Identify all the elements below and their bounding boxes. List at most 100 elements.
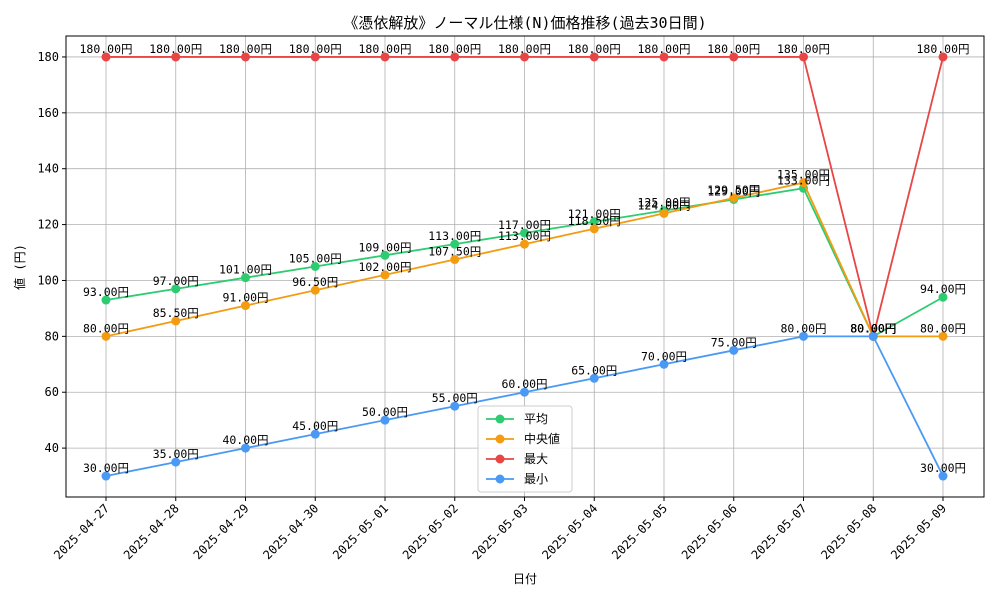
data-label: 30.00円 xyxy=(920,461,966,475)
data-point xyxy=(241,301,250,311)
data-label: 180.00円 xyxy=(637,42,690,56)
data-label: 30.00円 xyxy=(83,461,129,475)
data-label: 129.50円 xyxy=(707,183,760,197)
y-tick-label: 80 xyxy=(45,329,59,343)
data-label: 80.00円 xyxy=(850,321,896,335)
y-tick-label: 160 xyxy=(37,106,59,120)
data-point xyxy=(171,457,181,467)
data-point xyxy=(310,262,320,271)
data-point xyxy=(310,52,320,62)
data-label: 80.00円 xyxy=(850,321,896,335)
data-point xyxy=(241,443,250,453)
data-labels: 93.00円 97.00円 101.00円 105.00円 109.00円 113.00円… xyxy=(79,42,969,475)
legend-box xyxy=(477,405,573,493)
data-label: 85.50円 xyxy=(153,306,199,320)
data-label: 135.00円 xyxy=(777,168,830,182)
x-tick-label: 2025-04-30 xyxy=(260,501,321,562)
data-point xyxy=(659,208,669,218)
data-point xyxy=(101,331,111,341)
x-tick-label: 2025-04-28 xyxy=(121,501,182,562)
data-label: 50.00円 xyxy=(362,405,408,419)
data-point xyxy=(241,52,250,62)
y-axis-ticks: 40 60 80 100 120 140 160 180 xyxy=(37,50,66,455)
data-label: 102.00円 xyxy=(358,260,411,274)
data-label: 113.00円 xyxy=(498,229,551,243)
data-label: 180.00円 xyxy=(289,42,342,56)
data-label: 97.00円 xyxy=(153,274,199,288)
data-label: 180.00円 xyxy=(707,42,760,56)
data-label: 117.00円 xyxy=(498,218,551,232)
data-point xyxy=(868,331,878,341)
data-label: 125.00円 xyxy=(637,196,690,210)
data-label: 80.00円 xyxy=(850,321,896,335)
y-tick-label: 60 xyxy=(45,385,59,399)
data-label: 180.00円 xyxy=(79,42,132,56)
x-tick-label: 2025-05-03 xyxy=(470,501,531,562)
data-point xyxy=(520,239,529,249)
data-label: 105.00円 xyxy=(289,252,342,266)
y-tick-label: 180 xyxy=(37,50,59,64)
data-point xyxy=(729,193,739,203)
y-tick-label: 140 xyxy=(37,162,59,176)
data-label: 55.00円 xyxy=(432,391,478,405)
y-tick-label: 100 xyxy=(37,273,59,287)
data-label: 124.00円 xyxy=(637,198,690,212)
data-label: 35.00円 xyxy=(153,447,199,461)
x-tick-label: 2025-05-07 xyxy=(749,501,810,562)
data-label: 45.00円 xyxy=(292,419,338,433)
x-tick-label: 2025-05-05 xyxy=(609,501,670,562)
data-label: 96.50円 xyxy=(292,275,338,289)
legend-label: 最小 xyxy=(524,472,548,486)
data-point xyxy=(589,373,599,383)
data-point xyxy=(171,316,181,326)
data-point xyxy=(799,178,808,188)
x-axis-ticks: 2025-04-27 2025-04-28 2025-04-29 2025-04-30… xyxy=(51,497,949,562)
data-label: 70.00円 xyxy=(641,349,687,363)
data-point xyxy=(589,217,599,227)
data-label: 80.00円 xyxy=(850,321,896,335)
data-point xyxy=(589,52,599,62)
x-tick-label: 2025-05-04 xyxy=(539,501,600,562)
data-point xyxy=(171,52,181,62)
data-point xyxy=(938,52,948,62)
plot-area-border xyxy=(65,35,985,498)
legend-marker xyxy=(495,454,505,464)
data-point xyxy=(938,331,948,341)
x-tick-label: 2025-05-08 xyxy=(818,501,879,562)
data-point xyxy=(241,273,250,283)
data-point xyxy=(659,52,669,62)
data-point xyxy=(310,429,320,439)
data-label: 180.00円 xyxy=(219,42,272,56)
data-point xyxy=(520,228,529,238)
x-tick-label: 2025-05-06 xyxy=(679,501,740,562)
data-point xyxy=(450,401,460,411)
data-point xyxy=(729,345,739,355)
data-point xyxy=(729,52,739,62)
data-label: 180.00円 xyxy=(358,42,411,56)
y-axis-label: 値 (円) xyxy=(12,244,27,290)
data-point xyxy=(589,224,599,234)
legend-marker xyxy=(495,414,505,424)
data-label: 121.00円 xyxy=(568,207,621,221)
data-label: 80.00円 xyxy=(920,321,966,335)
data-label: 40.00円 xyxy=(222,433,268,447)
data-point xyxy=(938,292,948,302)
grid xyxy=(66,36,984,497)
data-label: 94.00円 xyxy=(920,282,966,296)
data-point xyxy=(101,295,111,305)
data-point xyxy=(659,359,669,369)
legend-label: 最大 xyxy=(524,452,548,466)
data-point xyxy=(520,52,529,62)
data-point xyxy=(380,250,390,260)
legend-label: 平均 xyxy=(524,412,548,426)
x-tick-label: 2025-05-09 xyxy=(888,501,949,562)
data-point xyxy=(520,387,529,397)
data-label: 109.00円 xyxy=(358,240,411,254)
legend-label: 中央値 xyxy=(524,431,560,446)
data-point xyxy=(171,284,181,294)
data-label: 80.00円 xyxy=(780,321,826,335)
data-point xyxy=(101,52,111,62)
x-tick-label: 2025-04-29 xyxy=(191,501,252,562)
